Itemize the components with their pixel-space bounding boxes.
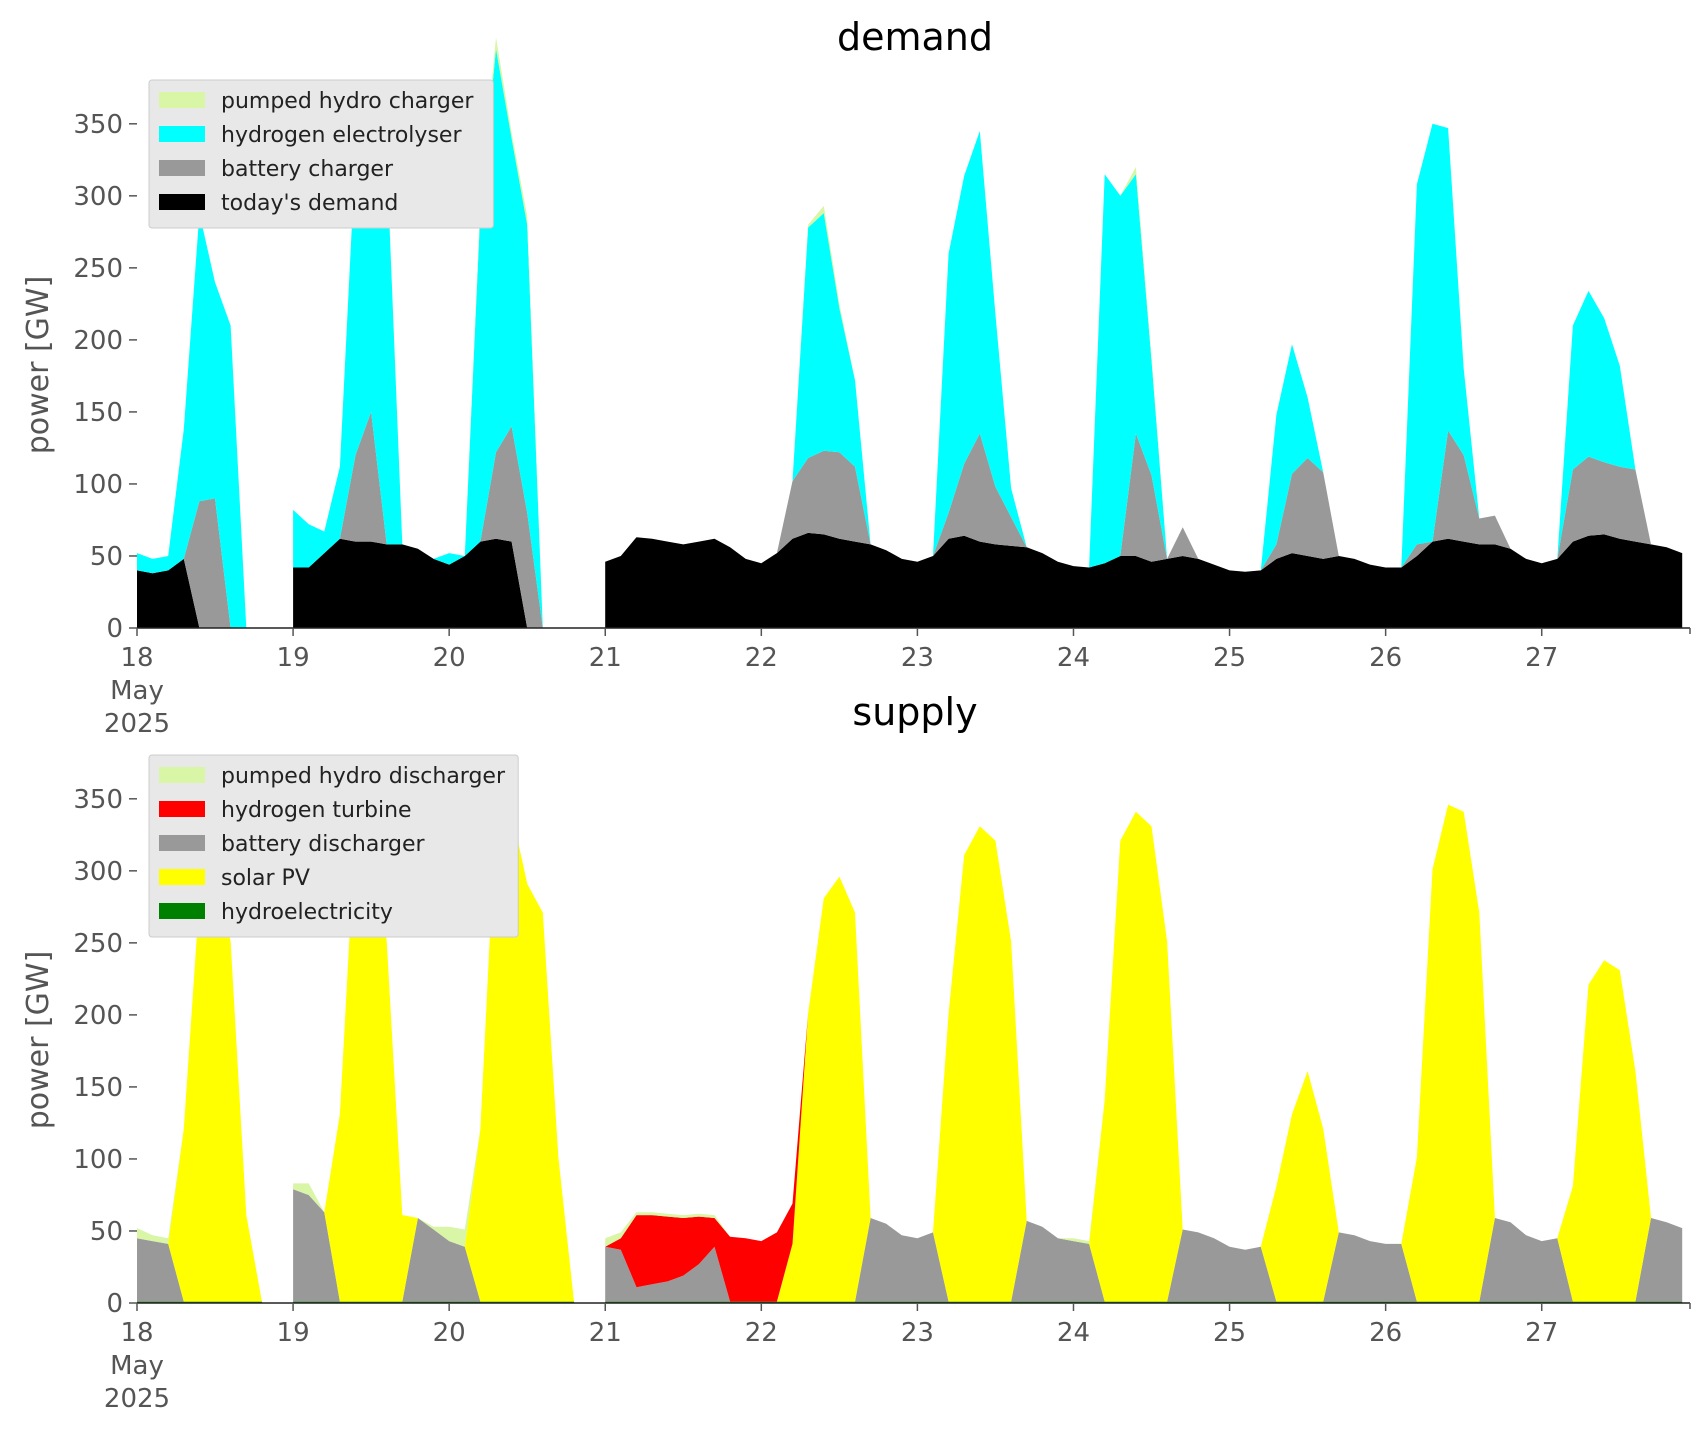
y-ticks: 0 50 100 150 200 250 300 350	[73, 785, 137, 1319]
x-tick-label: 21	[589, 643, 622, 673]
area-today-s-demand	[293, 538, 574, 628]
x-tick-label: 19	[277, 1318, 310, 1348]
x-tick-label: 21	[589, 1318, 622, 1348]
legend-label: pumped hydro discharger	[221, 764, 506, 789]
x-tick-sublabel: 2025	[104, 1384, 170, 1414]
area-hydrogen-electrolyser	[137, 213, 262, 628]
legend-swatch-hydrogen-turbine	[159, 801, 205, 817]
legend-label: solar PV	[221, 866, 310, 891]
y-tick-label: 350	[73, 785, 123, 815]
y-tick-label: 200	[73, 1001, 123, 1031]
legend-swatch-hydroelectricity	[159, 903, 205, 919]
legend-label: hydrogen electrolyser	[221, 123, 462, 148]
x-tick-label: 18	[120, 1318, 153, 1348]
y-tick-label: 150	[73, 1073, 123, 1103]
legend: pumped hydro charger hydrogen electrolyse…	[148, 79, 494, 229]
y-tick-label: 300	[73, 182, 123, 212]
legend-label: today's demand	[221, 191, 398, 216]
legend-swatch-pumped-hydro-discharger	[159, 767, 205, 783]
y-tick-label: 250	[73, 929, 123, 959]
x-tick-sublabel: 2025	[104, 709, 170, 739]
area-hydrogen-electrolyser	[605, 123, 1683, 572]
y-tick-label: 250	[73, 254, 123, 284]
y-ticks: 0 50 100 150 200 250 300 350	[73, 110, 137, 644]
x-tick-label: 26	[1369, 643, 1402, 673]
x-tick-label: 25	[1213, 1318, 1246, 1348]
y-tick-label: 100	[73, 470, 123, 500]
x-tick-label: 20	[433, 643, 466, 673]
y-tick-label: 100	[73, 1145, 123, 1175]
legend: pumped hydro discharger hydrogen turbine b…	[148, 754, 519, 938]
legend-swatch-battery-discharger	[159, 835, 205, 851]
x-tick-label: 22	[745, 643, 778, 673]
y-axis-label: power [GW]	[21, 276, 56, 455]
x-tick-label: 18	[120, 643, 153, 673]
x-tick-label: 24	[1057, 1318, 1090, 1348]
legend-swatch-hydrogen-electrolyser	[159, 126, 205, 142]
legend-box	[148, 79, 494, 229]
x-tick-label: 23	[901, 643, 934, 673]
x-tick-label: 22	[745, 1318, 778, 1348]
area-battery-discharger	[137, 1238, 262, 1302]
area-battery-discharger	[605, 1218, 1683, 1302]
legend-label: pumped hydro charger	[221, 89, 474, 114]
y-tick-label: 0	[106, 1289, 123, 1319]
area-battery-discharger	[293, 1189, 574, 1302]
area-today-s-demand	[605, 532, 1683, 628]
legend-swatch-solar-pv	[159, 869, 205, 885]
x-tick-label: 24	[1057, 643, 1090, 673]
area-solar-pv	[137, 869, 262, 1302]
x-tick-label: 27	[1525, 1318, 1558, 1348]
chart-title: demand	[837, 15, 993, 59]
y-tick-label: 50	[90, 542, 123, 572]
x-tick-sublabel: May	[110, 676, 164, 706]
supply-chart: supply power [GW] 050100150200250300350 …	[21, 690, 1691, 1414]
legend-label: hydroelectricity	[221, 900, 393, 925]
area-battery-charger	[137, 498, 262, 628]
y-tick-label: 0	[106, 614, 123, 644]
y-axis-label: power [GW]	[21, 951, 56, 1130]
legend-label: battery charger	[221, 157, 394, 182]
area-solar-pv	[605, 804, 1683, 1302]
legend-label: hydrogen turbine	[221, 798, 412, 823]
area-battery-charger	[605, 430, 1683, 572]
legend-swatch-pumped-hydro-charger	[159, 92, 205, 108]
x-tick-label: 26	[1369, 1318, 1402, 1348]
x-tick-label: 20	[433, 1318, 466, 1348]
area-today-s-demand	[137, 558, 262, 628]
y-tick-label: 200	[73, 326, 123, 356]
y-tick-label: 350	[73, 110, 123, 140]
legend-label: battery discharger	[221, 832, 426, 857]
x-tick-label: 27	[1525, 643, 1558, 673]
x-tick-label: 19	[277, 643, 310, 673]
area-battery-charger	[293, 411, 574, 628]
demand-chart: demand power [GW] 050100150200250300350 …	[21, 15, 1691, 739]
legend-swatch-battery-charger	[159, 160, 205, 176]
x-tick-label: 23	[901, 1318, 934, 1348]
x-tick-sublabel: May	[110, 1351, 164, 1381]
y-tick-label: 150	[73, 398, 123, 428]
legend-box	[148, 754, 519, 938]
legend-swatch-today-s-demand	[159, 194, 205, 210]
x-tick-label: 25	[1213, 643, 1246, 673]
y-tick-label: 300	[73, 857, 123, 887]
chart-title: supply	[852, 690, 977, 734]
y-tick-label: 50	[90, 1217, 123, 1247]
